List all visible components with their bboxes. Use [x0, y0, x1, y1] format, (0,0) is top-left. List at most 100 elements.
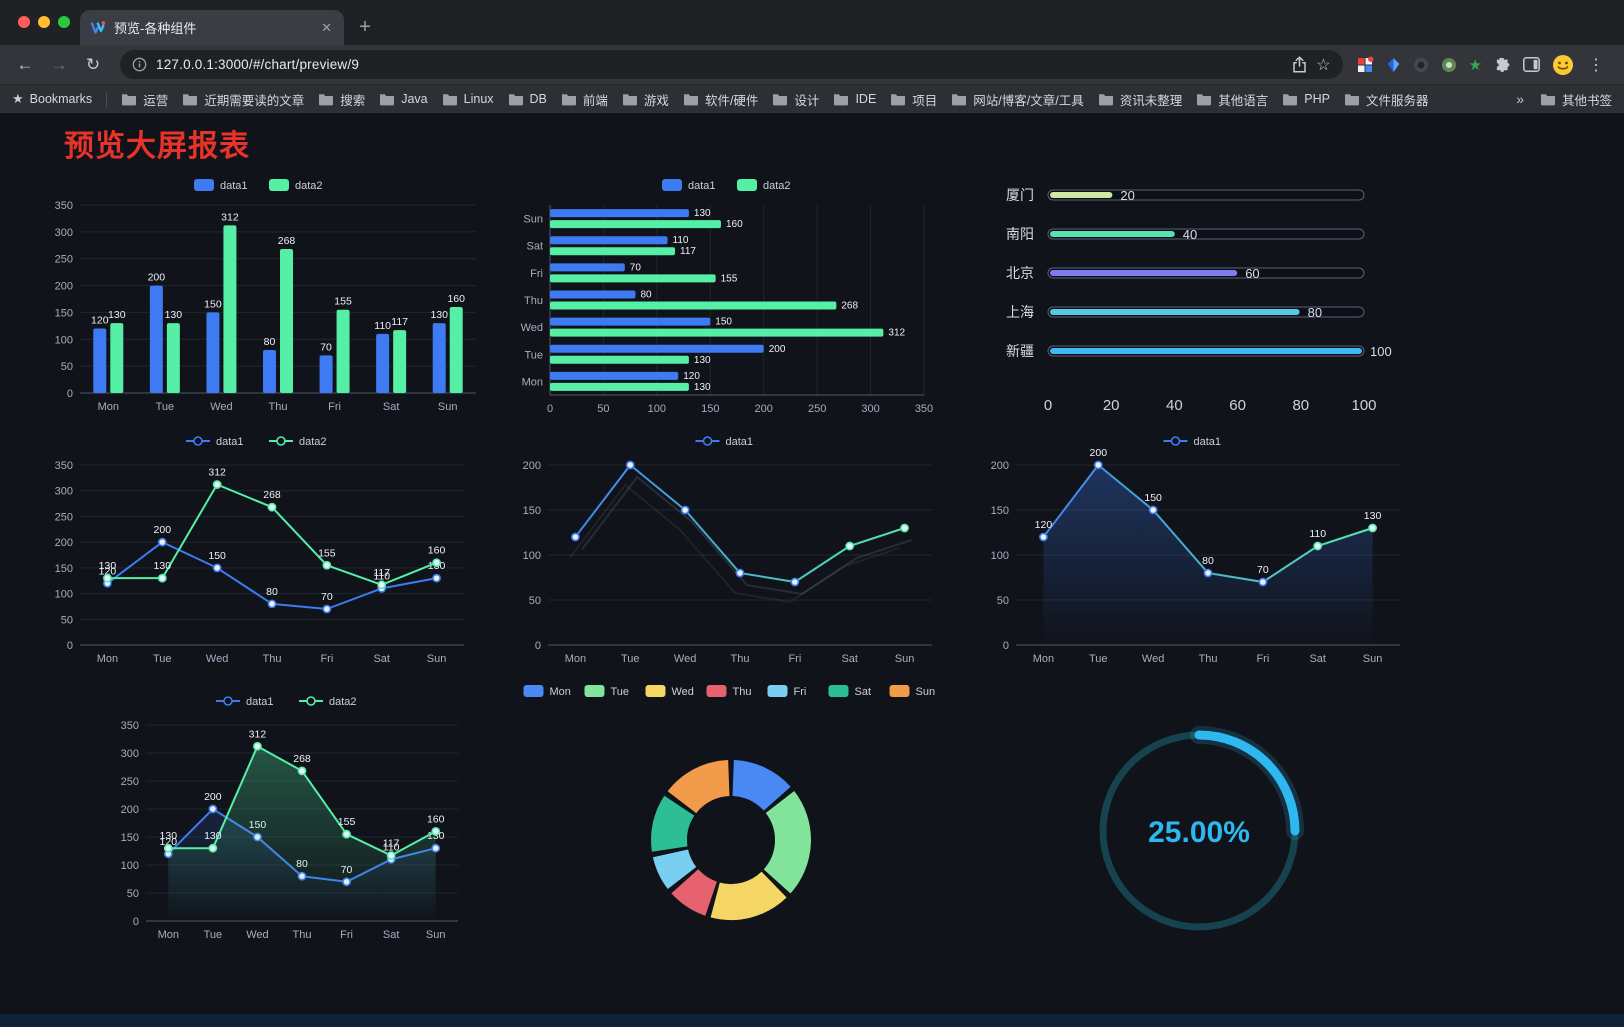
bookmark-folder-item[interactable]: Java — [379, 92, 428, 106]
week-donut-svg: Mon Tue Wed Thu Fri Sat Sun — [523, 685, 935, 920]
back-button[interactable]: ← — [16, 54, 34, 74]
bookmark-label: 软件/硬件 — [704, 93, 759, 108]
bookmark-folder-item[interactable]: DB — [508, 92, 547, 106]
bookmark-folder-item[interactable]: 游戏 — [622, 90, 669, 109]
bookmark-folder-item[interactable]: PHP — [1282, 92, 1330, 106]
svg-text:120: 120 — [99, 565, 117, 577]
new-tab-button[interactable]: + — [359, 15, 371, 38]
svg-text:0: 0 — [547, 403, 553, 415]
svg-text:Fri: Fri — [320, 653, 333, 665]
svg-text:150: 150 — [208, 550, 226, 562]
svg-text:Mon: Mon — [1033, 653, 1054, 665]
svg-text:100: 100 — [991, 550, 1009, 562]
bookmark-star-icon[interactable]: ☆ — [1316, 56, 1331, 74]
svg-text:160: 160 — [447, 293, 465, 305]
bookmark-folder-item[interactable]: 项目 — [890, 90, 937, 109]
bookmark-folder-item[interactable]: 运营 — [121, 90, 168, 109]
bookmarks-overflow-chevron[interactable]: » — [1516, 91, 1524, 107]
star-extension-icon[interactable]: ★ — [1468, 56, 1482, 74]
bookmark-label: 网站/博客/文章/工具 — [973, 93, 1084, 108]
bookmark-folder-item[interactable]: 其他语言 — [1196, 90, 1268, 109]
svg-text:Sat: Sat — [383, 401, 400, 413]
bookmark-folder-item[interactable]: 前端 — [561, 90, 608, 109]
close-window-button[interactable] — [18, 16, 30, 28]
svg-text:200: 200 — [55, 537, 73, 549]
bookmark-folder-item[interactable]: IDE — [833, 92, 876, 106]
svg-text:Fri: Fri — [530, 268, 543, 280]
svg-text:Sat: Sat — [383, 929, 400, 941]
svg-text:20: 20 — [1120, 188, 1134, 203]
tab-close-icon[interactable]: ✕ — [321, 19, 332, 35]
svg-text:Sat: Sat — [855, 686, 872, 698]
svg-text:Mon: Mon — [158, 929, 179, 941]
svg-text:200: 200 — [755, 403, 773, 415]
svg-text:312: 312 — [208, 467, 226, 479]
folder-icon — [508, 93, 523, 105]
area-line-chart: data1 0 50 100 150 200 Mon Tue Wed Thu Fri Sat Sun 12… — [972, 425, 1426, 677]
folder-icon — [442, 93, 457, 105]
bookmark-folder-item[interactable]: 近期需要读的文章 — [182, 90, 304, 109]
svg-text:117: 117 — [391, 316, 408, 328]
svg-text:25.00%: 25.00% — [1148, 816, 1250, 849]
site-info-icon[interactable] — [132, 57, 147, 72]
svg-text:Tue: Tue — [611, 686, 630, 698]
bookmark-folder-item[interactable]: 设计 — [772, 90, 819, 109]
svg-text:100: 100 — [523, 550, 541, 562]
bookmark-label: 搜索 — [340, 93, 366, 108]
svg-text:350: 350 — [121, 720, 139, 732]
bookmark-folder-item[interactable]: 网站/博客/文章/工具 — [951, 90, 1084, 109]
kite-extension-icon[interactable] — [1386, 57, 1401, 73]
bookmark-folder-item[interactable]: 软件/硬件 — [683, 90, 758, 109]
svg-text:0: 0 — [133, 916, 139, 928]
bookmark-folder-item[interactable]: 搜索 — [318, 90, 365, 109]
other-bookmarks-label: 其他书签 — [1561, 93, 1612, 108]
svg-text:Tue: Tue — [156, 401, 175, 413]
charts-grid: data1 data2 0 50 100 150 200 250 300 350 Mon 120 130… — [36, 169, 1426, 977]
grid-extension-icon[interactable] — [1357, 56, 1374, 73]
page-title: 预览大屏报表 — [64, 130, 250, 163]
svg-text:Thu: Thu — [524, 295, 543, 307]
dark-circle-extension-icon[interactable] — [1413, 57, 1429, 73]
bookmark-folder-item[interactable]: Linux — [442, 92, 494, 106]
svg-text:20: 20 — [1103, 397, 1120, 414]
svg-text:50: 50 — [61, 361, 73, 373]
svg-text:新疆: 新疆 — [1006, 343, 1034, 359]
svg-text:300: 300 — [121, 748, 139, 760]
green-circle-extension-icon[interactable] — [1441, 57, 1457, 73]
profile-avatar[interactable] — [1552, 54, 1574, 76]
browser-menu-icon[interactable]: ⋮ — [1588, 56, 1604, 74]
other-bookmarks-item[interactable]: 其他书签 — [1540, 90, 1612, 109]
svg-text:70: 70 — [1257, 564, 1269, 576]
bookmark-label: 游戏 — [643, 93, 669, 108]
svg-text:150: 150 — [121, 832, 139, 844]
svg-text:Sun: Sun — [523, 214, 543, 226]
bookmarks-root-item[interactable]: ★ Bookmarks — [12, 91, 92, 107]
folder-icon — [683, 93, 698, 105]
svg-text:Thu: Thu — [731, 653, 750, 665]
forward-button[interactable]: → — [50, 54, 68, 74]
svg-text:Tue: Tue — [153, 653, 172, 665]
bookmark-folder-item[interactable]: 文件服务器 — [1344, 90, 1428, 109]
svg-text:data2: data2 — [329, 696, 357, 708]
svg-text:200: 200 — [769, 344, 786, 355]
folder-icon — [1540, 93, 1555, 105]
svg-text:268: 268 — [293, 753, 311, 765]
minimize-window-button[interactable] — [38, 16, 50, 28]
svg-text:268: 268 — [841, 301, 858, 312]
browser-tab[interactable]: 预览-各种组件 ✕ — [80, 10, 344, 45]
bookmark-folder-item[interactable]: 资讯未整理 — [1098, 90, 1182, 109]
svg-text:50: 50 — [529, 595, 541, 607]
reload-button[interactable]: ↻ — [85, 54, 101, 74]
svg-text:155: 155 — [338, 816, 356, 828]
share-icon[interactable] — [1292, 56, 1307, 73]
address-bar[interactable]: 127.0.0.1:3000/#/chart/preview/9 ☆ — [120, 50, 1343, 79]
sidebar-toggle-icon[interactable] — [1523, 57, 1540, 72]
extensions-puzzle-icon[interactable] — [1494, 56, 1511, 73]
svg-text:Tue: Tue — [1089, 653, 1108, 665]
svg-text:200: 200 — [991, 460, 1009, 472]
zoom-window-button[interactable] — [58, 16, 70, 28]
svg-text:50: 50 — [997, 595, 1009, 607]
folder-icon — [1197, 93, 1212, 105]
